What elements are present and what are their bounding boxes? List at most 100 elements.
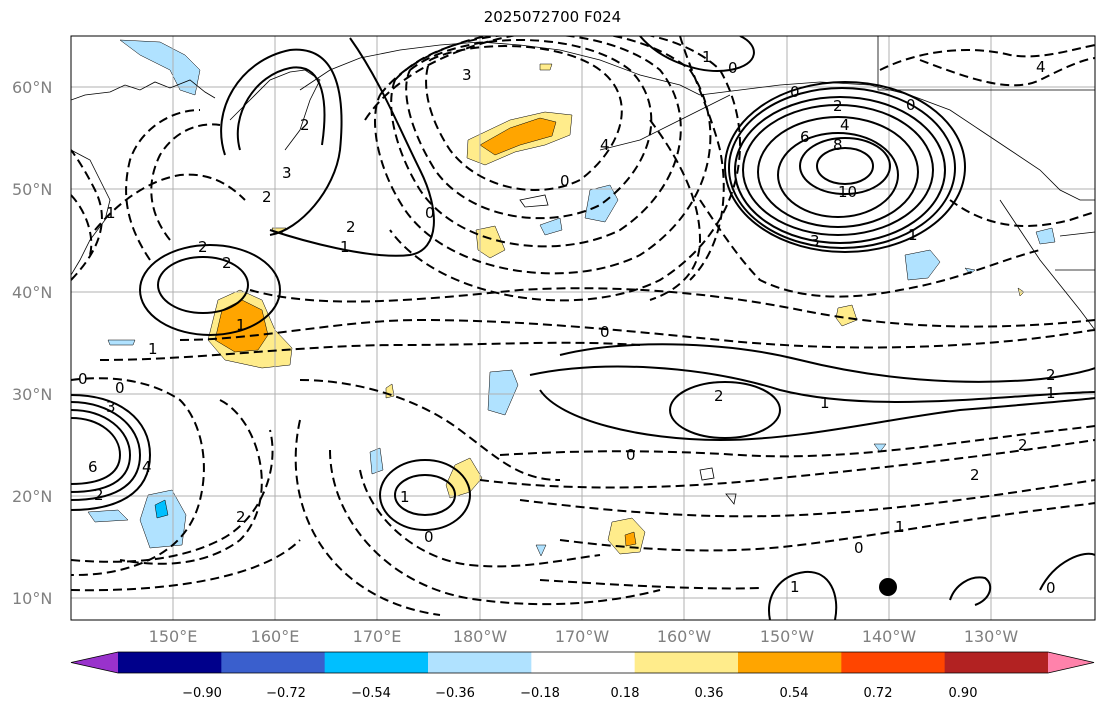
lat-label: 10°N	[12, 589, 52, 608]
contour-label: 0	[560, 172, 570, 190]
colorbar-bin	[841, 652, 946, 673]
contour-label: 10	[838, 183, 857, 201]
contour-label: 6	[88, 458, 98, 476]
contour-label: 2	[198, 238, 208, 256]
contour-label: 2	[94, 486, 104, 504]
colorbar-tick-label: −0.72	[266, 686, 306, 701]
contour-label: 4	[1036, 58, 1046, 76]
lat-labels: 60°N 50°N 40°N 30°N 20°N 10°N	[12, 78, 52, 608]
contour-label: 4	[142, 458, 152, 476]
colorbar-extend-high	[1048, 652, 1094, 673]
map-title: 2025072700 F024	[483, 8, 622, 26]
shade-yellow	[539, 63, 553, 71]
shade-orange	[479, 117, 557, 156]
contour-label: 0	[78, 370, 88, 388]
contour-label: 3	[462, 66, 472, 84]
contour-label: 0	[425, 204, 435, 222]
colorbar-tick-label: 0.36	[695, 686, 724, 701]
contour-label: 0	[790, 83, 800, 101]
colorbar-extend-low	[71, 652, 118, 673]
lat-label: 20°N	[12, 487, 52, 506]
shade-lightblue	[107, 339, 136, 346]
lon-label: 160°W	[657, 627, 712, 646]
shade-lightblue	[119, 39, 201, 96]
colorbar-bin	[118, 652, 222, 673]
colorbar	[70, 651, 1095, 674]
contour-label: 2	[833, 97, 843, 115]
contour-label: 0	[728, 59, 738, 77]
colorbar-bin	[324, 652, 429, 673]
shade-lightblue	[87, 509, 129, 523]
lon-label: 160°E	[251, 627, 300, 646]
contour-label: 0	[1046, 579, 1056, 597]
shade-blue	[154, 499, 169, 519]
shade-lightblue	[539, 217, 563, 236]
lon-labels: 150°E 160°E 170°E 180°W 170°W 160°W 150°…	[149, 627, 1019, 646]
contour-label: 1	[340, 238, 350, 256]
contour-label: 0	[626, 446, 636, 464]
contour-label: 1	[790, 578, 800, 596]
contour-label: 0	[115, 379, 125, 397]
contour-label: 1	[820, 394, 830, 412]
contour-labels: 4 3 1 0 2 3 2 2 1 0 2 2 1 4 0 0 2 4 6 8 …	[78, 48, 1056, 597]
contour-label: 2	[222, 254, 232, 272]
contour-label: 1	[400, 488, 410, 506]
contours-dashed	[71, 36, 1095, 616]
contour-label: 3	[810, 232, 820, 250]
contour-label: 4	[840, 116, 850, 134]
coastlines	[71, 36, 1095, 505]
contour-label: 0	[424, 528, 434, 546]
shade-lightblue	[535, 544, 547, 557]
lat-label: 30°N	[12, 385, 52, 404]
colorbar-tick-label: −0.36	[435, 686, 475, 701]
lon-label: 150°W	[760, 627, 815, 646]
location-marker	[879, 578, 897, 596]
contour-label: 2	[1018, 436, 1028, 454]
plot-border	[70, 35, 1096, 621]
lon-label: 140°W	[862, 627, 917, 646]
shade-lightblue	[584, 184, 619, 223]
colorbar-tick-label: 0.18	[611, 686, 640, 701]
contour-label: 1	[236, 316, 246, 334]
contour-label: 6	[800, 128, 810, 146]
colorbar-bin	[944, 652, 1049, 673]
contour-label: 0	[906, 96, 916, 114]
contour-label: 2	[236, 508, 246, 526]
contour-label: 0	[600, 323, 610, 341]
lon-label: 180°W	[453, 627, 508, 646]
contour-label: 2	[1046, 366, 1056, 384]
contour-label: 4	[600, 136, 610, 154]
lat-label: 40°N	[12, 283, 52, 302]
contour-label: 3	[106, 398, 116, 416]
colorbar-bin	[428, 652, 532, 673]
colorbar-bin	[531, 652, 636, 673]
shade-lightblue	[1035, 227, 1056, 245]
shade-lightblue	[487, 369, 519, 416]
contour-label: 2	[346, 218, 356, 236]
shade-yellow	[475, 225, 506, 259]
shade-lightblue	[904, 249, 941, 281]
colorbar-tick-label: 0.72	[864, 686, 893, 701]
contour-label: 1	[106, 204, 116, 222]
lat-label: 60°N	[12, 78, 52, 97]
colorbar-outline	[70, 651, 1095, 674]
lon-label: 150°E	[149, 627, 198, 646]
lon-label: 130°W	[964, 627, 1019, 646]
shade-orange	[214, 299, 269, 353]
contour-label: 1	[895, 518, 905, 536]
contours-solid	[71, 36, 1095, 620]
contour-label: 2	[714, 387, 724, 405]
contour-label: 0	[854, 539, 864, 557]
colorbar-tick-label: 0.54	[780, 686, 809, 701]
colorbar-tick-label: −0.90	[182, 686, 222, 701]
colorbar-tick-label: 0.90	[949, 686, 978, 701]
lon-label: 170°E	[353, 627, 402, 646]
colorbar-tick-labels: −0.90 −0.72 −0.54 −0.36 −0.18 0.18 0.36 …	[182, 686, 977, 701]
contour-label: 8	[833, 136, 843, 154]
lat-label: 50°N	[12, 180, 52, 199]
contour-label: 1	[1046, 384, 1056, 402]
lon-label: 170°W	[555, 627, 610, 646]
contour-label: 1	[908, 226, 918, 244]
shade-lightblue	[139, 489, 187, 549]
contour-label: 2	[970, 466, 980, 484]
